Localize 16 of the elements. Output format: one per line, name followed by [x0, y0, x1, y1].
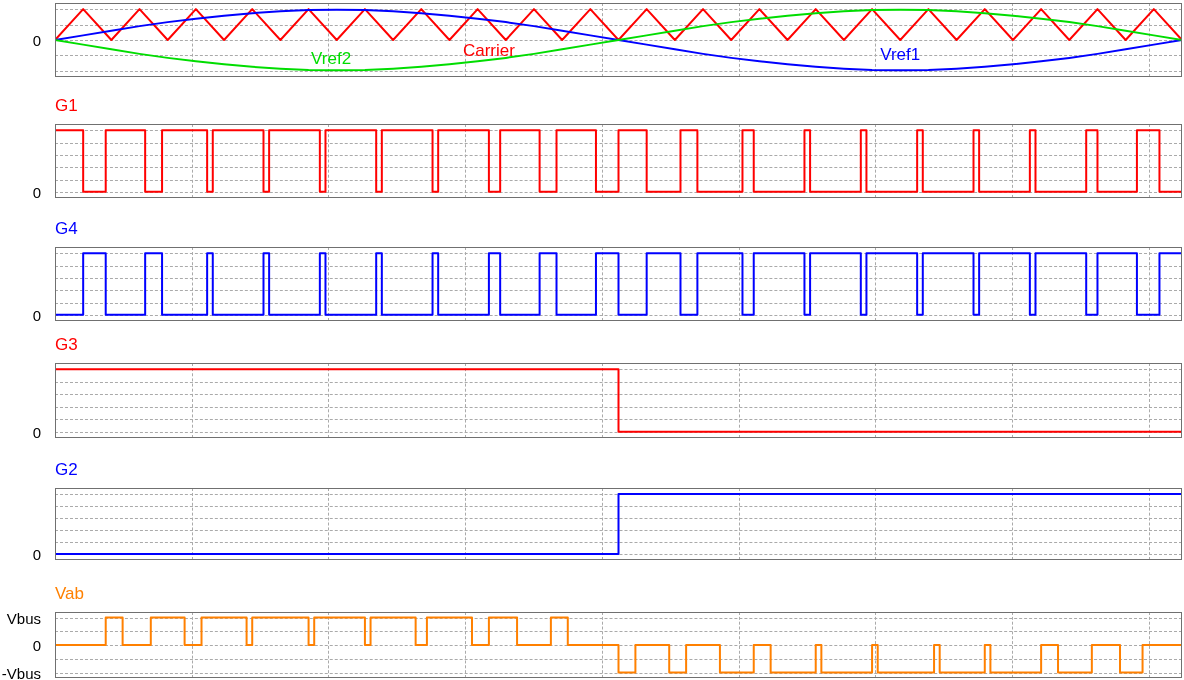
text: 0 — [32, 31, 41, 49]
text: 0 — [32, 306, 41, 324]
chart-title: G2 — [55, 460, 78, 480]
text: Vbus — [6, 609, 41, 626]
series-label: Carrier — [462, 40, 515, 61]
text: 0 — [32, 545, 41, 563]
series-label: Vref2 — [311, 49, 352, 70]
text: 0 — [32, 423, 41, 441]
series-label: Vref1 — [880, 45, 921, 66]
text: 0 — [32, 183, 41, 201]
chart-title: G4 — [55, 219, 78, 239]
chart-title: Vab — [55, 584, 84, 604]
text: -Vbus — [1, 664, 41, 680]
text: 0 — [32, 636, 41, 654]
chart-title: G1 — [55, 96, 78, 116]
chart-title: G3 — [55, 335, 78, 355]
